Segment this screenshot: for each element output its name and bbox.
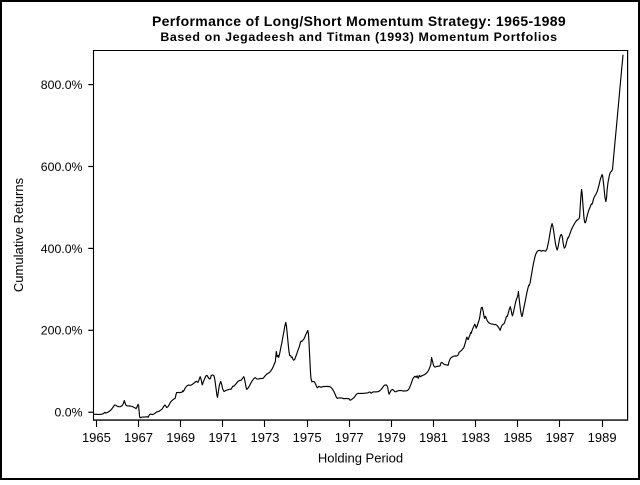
svg-text:1967: 1967 [124,430,153,445]
svg-text:1979: 1979 [377,430,406,445]
svg-text:1983: 1983 [461,430,490,445]
svg-text:Holding Period: Holding Period [318,451,403,466]
svg-text:800.0%: 800.0% [41,78,83,92]
svg-text:0.0%: 0.0% [54,406,82,420]
svg-text:1989: 1989 [588,430,617,445]
svg-text:1985: 1985 [503,430,532,445]
svg-text:Performance of Long/Short Mome: Performance of Long/Short Momentum Strat… [152,13,566,29]
svg-text:1971: 1971 [208,430,237,445]
svg-text:1965: 1965 [82,430,111,445]
svg-text:200.0%: 200.0% [41,324,83,338]
svg-text:1973: 1973 [251,430,280,445]
svg-text:1975: 1975 [293,430,322,445]
svg-text:400.0%: 400.0% [41,242,83,256]
svg-text:1977: 1977 [335,430,364,445]
svg-text:1981: 1981 [419,430,448,445]
svg-text:Cumulative Returns: Cumulative Returns [11,177,26,292]
svg-text:1969: 1969 [166,430,195,445]
svg-text:600.0%: 600.0% [41,160,83,174]
svg-text:1987: 1987 [545,430,574,445]
svg-text:Based on Jegadeesh and Titman: Based on Jegadeesh and Titman (1993) Mom… [160,30,557,44]
